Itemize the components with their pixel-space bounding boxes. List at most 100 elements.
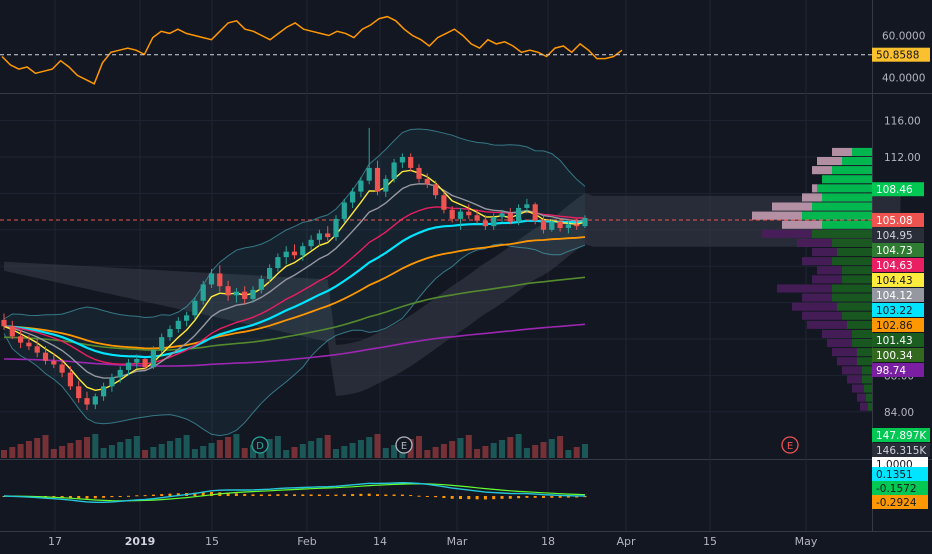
volume-bar [42, 435, 49, 458]
price-axis: 60.000040.000050.8588116.00112.0088.0084… [872, 31, 930, 509]
candle [242, 291, 248, 299]
volume-bar [382, 448, 389, 458]
volume-profile-buy [857, 357, 872, 366]
price-badge [872, 272, 924, 287]
candle [574, 224, 580, 227]
macd-histogram-bar [234, 493, 238, 496]
volume-profile-buy [852, 329, 872, 338]
candle [449, 209, 455, 219]
price-badge [872, 302, 924, 317]
candle [457, 211, 464, 219]
price-badge [872, 227, 924, 242]
volume-bar [108, 445, 115, 458]
volume-profile-buy [822, 193, 872, 202]
macd-histogram-bar [351, 494, 355, 496]
macd-histogram-bar [293, 494, 296, 496]
rsi-value-label: 50.8588 [876, 50, 919, 62]
volume-bar [133, 436, 140, 458]
candle [125, 362, 132, 370]
volume-badge-label: 146.315K [876, 445, 927, 457]
macd-histogram-bar [301, 494, 305, 496]
volume-profile-buy [842, 157, 872, 166]
volume-bar [374, 434, 381, 458]
candle [283, 251, 289, 258]
macd-histogram-bar [85, 496, 89, 499]
volume-profile [752, 147, 872, 411]
volume-bar [67, 443, 74, 458]
volume-profile-sell [782, 220, 822, 229]
macd-histogram-bar [459, 496, 462, 500]
price-badge-label: 100.34 [876, 350, 913, 362]
macd-badge [872, 481, 928, 495]
candle [258, 278, 264, 290]
volume-profile-buy [842, 266, 872, 275]
volume-bar [100, 448, 107, 458]
date-tick-label: 15 [703, 535, 717, 548]
macd-histogram-bar [226, 492, 230, 496]
volume-profile-sell [802, 311, 842, 320]
candle [350, 191, 356, 203]
price-badge [872, 212, 924, 227]
macd-histogram-bar [176, 493, 180, 496]
price-badge-label: 98.74 [876, 365, 906, 377]
candle [109, 377, 115, 387]
candle [507, 213, 513, 222]
macd-histogram-bar [384, 494, 388, 496]
price-badge-label: 104.12 [876, 290, 913, 302]
volume-profile-buy [842, 311, 872, 320]
macd-histogram-bar [309, 494, 313, 496]
candle [333, 218, 339, 238]
price-badge [872, 317, 924, 332]
volume-bar [25, 441, 32, 458]
volume-profile-sell [807, 320, 847, 329]
price-tick-label: 84.00 [884, 407, 914, 419]
macd-histogram-bar [392, 494, 396, 496]
candle [316, 233, 322, 240]
volume-profile-buy [812, 202, 872, 211]
candle [208, 273, 215, 285]
macd-histogram-bar [334, 494, 338, 496]
candle [117, 369, 123, 378]
volume-bar [283, 450, 290, 458]
volume-profile-buy [822, 175, 872, 184]
candle [42, 352, 49, 361]
candle [565, 224, 571, 228]
volume-profile-sell [832, 348, 857, 357]
volume-profile-sell [812, 166, 832, 175]
rsi-tick-label: 40.0000 [882, 73, 925, 85]
event-marker [251, 436, 269, 454]
macd-histogram-bar [450, 496, 454, 499]
volume-profile-sell [817, 266, 842, 275]
volume-badge-label: 147.897K [876, 430, 927, 442]
volume-profile-buy [868, 402, 872, 411]
candle [540, 220, 547, 230]
candle [67, 372, 73, 387]
macd-histogram-bar [201, 492, 205, 496]
macd-histogram-bar [550, 496, 554, 498]
volume-bar [308, 441, 315, 458]
volume-bar [200, 446, 207, 458]
volume-profile-sell [797, 238, 832, 247]
volume-profile-buy [842, 275, 872, 284]
volume-profile-buy [862, 375, 872, 384]
volume-bar [225, 437, 232, 458]
volume-bar [540, 442, 547, 458]
candle [250, 289, 256, 299]
volume-bar [391, 445, 398, 458]
volume-profile-sell [852, 384, 864, 393]
volume-profile-buy [832, 166, 872, 175]
price-badge-label: 101.43 [876, 335, 913, 347]
volume-bar [266, 439, 273, 458]
volume-profile-buy [864, 384, 872, 393]
candle [433, 184, 439, 196]
volume-bar [548, 439, 555, 458]
price-badge [872, 362, 924, 377]
volume-bar [333, 449, 339, 458]
macd-histogram-bar [442, 496, 446, 499]
price-badge-label: 104.63 [876, 260, 913, 272]
macd-histogram-bar [359, 493, 363, 496]
macd-histogram-bar [243, 494, 247, 496]
candle [233, 291, 239, 296]
macd-histogram-bar [268, 494, 272, 496]
